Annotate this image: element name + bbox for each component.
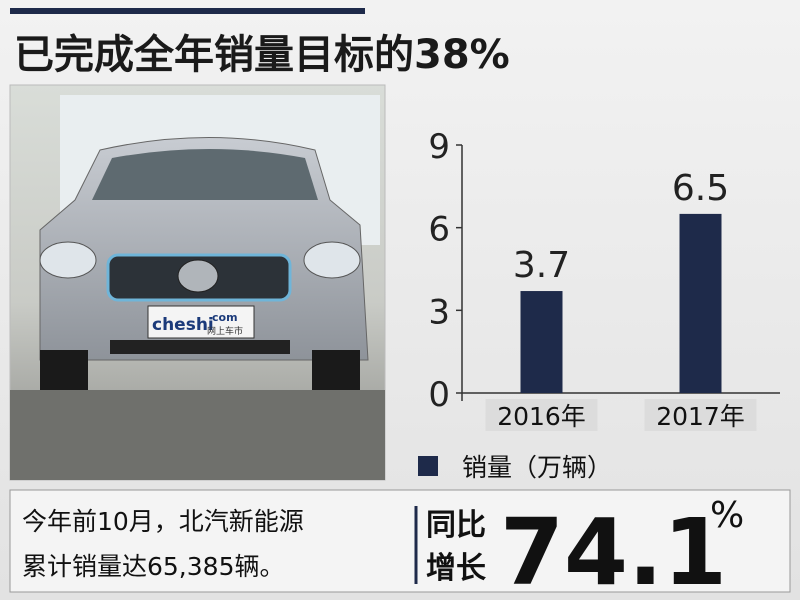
growth-unit: % (710, 495, 744, 536)
title-bar (10, 8, 365, 14)
car-photo: cheshi com 网上车市 (9, 84, 386, 481)
bar (520, 291, 563, 393)
chart: 0 3 6 9 2016年 2017年 3.7 6.5 销量（万辆） (418, 127, 780, 482)
chart-title: 已完成全年销量目标的38% (14, 32, 510, 78)
growth-value: 74.1 (500, 499, 727, 600)
watermark: 网上车市 (207, 325, 243, 337)
x-tick-label: 2017年 (656, 402, 745, 431)
y-tick-label: 9 (428, 127, 450, 167)
y-tick-label: 0 (428, 375, 450, 415)
y-tick-label: 3 (428, 292, 450, 332)
watermark: com (212, 311, 238, 324)
y-tick-label: 6 (428, 210, 450, 250)
note-line: 今年前10月，北汽新能源 (22, 507, 304, 536)
watermark: cheshi (152, 315, 214, 335)
category-box (644, 399, 757, 431)
growth-label: 增长 (426, 551, 486, 586)
x-tick-label: 2016年 (497, 402, 586, 431)
legend-swatch (418, 456, 438, 476)
note-line: 累计销量达65,385辆。 (22, 552, 284, 581)
category-box (485, 399, 598, 431)
data-label: 6.5 (672, 168, 729, 209)
legend-label: 销量（万辆） (462, 453, 612, 482)
growth-label: 同比 (426, 508, 486, 543)
bar (679, 213, 722, 393)
bottom-panel (9, 489, 791, 593)
data-label: 3.7 (513, 245, 570, 286)
